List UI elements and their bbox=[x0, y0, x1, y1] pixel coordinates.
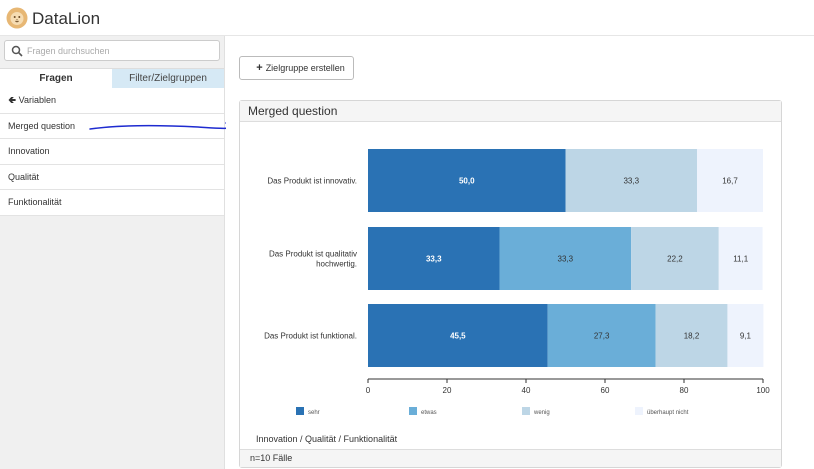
lion-logo-icon[interactable] bbox=[6, 7, 28, 29]
sidebar-item-innovation[interactable]: Innovation bbox=[0, 139, 224, 165]
bar-value-label: 18,2 bbox=[684, 332, 700, 341]
legend-swatch bbox=[409, 407, 417, 415]
bar-value-label: 27,3 bbox=[594, 332, 610, 341]
bar-segment bbox=[368, 227, 500, 290]
tab-filter-zielgruppen[interactable]: Filter/Zielgruppen bbox=[112, 68, 224, 88]
x-tick-label: 100 bbox=[756, 386, 770, 395]
bar-segment bbox=[565, 149, 698, 212]
panel-footer: n=10 Fälle bbox=[240, 449, 781, 467]
top-bar: DataLion bbox=[0, 0, 814, 36]
question-list: 🢀 Variablen Merged question Innovation Q… bbox=[0, 88, 224, 216]
search-icon bbox=[11, 45, 23, 57]
bar-segment bbox=[718, 227, 763, 290]
create-target-group-button[interactable]: + Zielgruppe erstellen bbox=[239, 56, 354, 80]
main-content: + Zielgruppe erstellen Merged question 50… bbox=[226, 36, 814, 469]
x-tick-label: 40 bbox=[522, 386, 531, 395]
category-label: Das Produkt ist funktional. bbox=[264, 332, 357, 341]
bar-value-label: 33,3 bbox=[623, 177, 639, 186]
stacked-bar-chart: 50,0 33,3 16,7 Das Produkt ist innovativ. 33… bbox=[264, 149, 770, 416]
x-tick-label: 20 bbox=[443, 386, 452, 395]
legend-label: etwas bbox=[421, 410, 437, 416]
x-tick-label: 60 bbox=[601, 386, 610, 395]
back-to-variables-link[interactable]: 🢀 Variablen bbox=[0, 88, 224, 114]
pen-arrow-annotation bbox=[89, 122, 235, 132]
bar-segment bbox=[499, 227, 632, 290]
bar-value-label: 9,1 bbox=[740, 332, 752, 341]
chart-panel: Merged question 50,0 33,3 16,7 Das Produkt … bbox=[239, 100, 782, 468]
create-button-label: Zielgruppe erstellen bbox=[265, 63, 345, 73]
legend-swatch bbox=[522, 407, 530, 415]
bar-value-label: 11,1 bbox=[733, 255, 749, 264]
category-label: hochwertig. bbox=[316, 260, 357, 269]
bar-segment bbox=[727, 304, 764, 367]
legend-label: sehr bbox=[308, 410, 320, 416]
arrow-left-icon: 🢀 bbox=[8, 95, 17, 106]
bar-value-label: 33,3 bbox=[558, 255, 574, 264]
bar-segment bbox=[697, 149, 763, 212]
back-label: Variablen bbox=[18, 95, 56, 105]
bar-value-label: 16,7 bbox=[722, 177, 738, 186]
legend-swatch bbox=[635, 407, 643, 415]
legend-swatch bbox=[296, 407, 304, 415]
legend-label: überhaupt nicht bbox=[647, 410, 689, 416]
brand-name[interactable]: DataLion bbox=[32, 9, 101, 28]
panel-title: Merged question bbox=[240, 101, 781, 122]
x-tick-label: 80 bbox=[680, 386, 689, 395]
bar-segment bbox=[631, 227, 719, 290]
search-input[interactable] bbox=[27, 42, 215, 59]
bar-value-label: 50,0 bbox=[459, 177, 475, 186]
bar-segment bbox=[368, 304, 548, 367]
x-tick-label: 0 bbox=[366, 386, 371, 395]
sidebar: Fragen Filter/Zielgruppen 🢀 Variablen Me… bbox=[0, 36, 225, 469]
category-label: Das Produkt ist innovativ. bbox=[267, 177, 357, 186]
tab-fragen[interactable]: Fragen bbox=[0, 68, 112, 88]
category-label: Das Produkt ist qualitativ bbox=[269, 250, 357, 259]
bar-value-label: 22,2 bbox=[667, 255, 683, 264]
search-box[interactable] bbox=[4, 40, 220, 61]
plus-icon: + bbox=[256, 62, 263, 74]
bar-segment bbox=[368, 149, 566, 212]
sidebar-item-funktionalitaet[interactable]: Funktionalität bbox=[0, 190, 224, 216]
bar-value-label: 33,3 bbox=[426, 255, 442, 264]
sidebar-item-qualitaet[interactable]: Qualität bbox=[0, 164, 224, 190]
chart-subnote: Innovation / Qualität / Funktionalität bbox=[256, 434, 398, 444]
bar-value-label: 45,5 bbox=[450, 332, 466, 341]
bar-segment bbox=[547, 304, 656, 367]
bar-segment bbox=[655, 304, 728, 367]
legend-label: wenig bbox=[533, 410, 550, 416]
